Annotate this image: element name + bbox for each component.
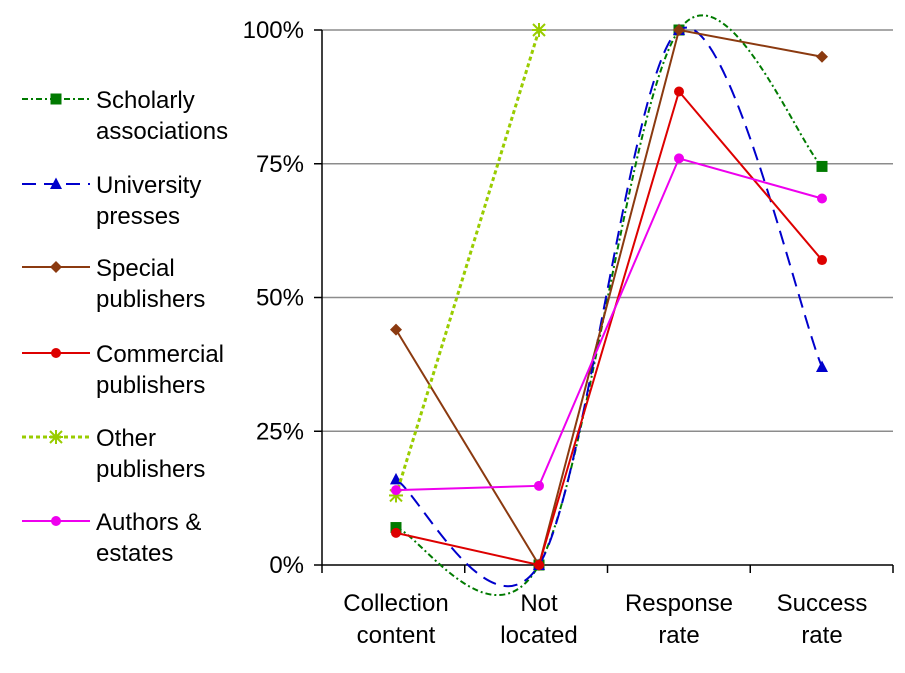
legend-marker xyxy=(51,348,61,358)
y-tick-label: 50% xyxy=(256,285,304,312)
data-point xyxy=(391,485,401,496)
legend-marker xyxy=(50,177,62,189)
legend-marker xyxy=(49,430,63,444)
y-tick-label: 75% xyxy=(256,151,304,178)
data-point xyxy=(816,360,828,373)
series-line xyxy=(395,89,823,567)
series-4 xyxy=(389,23,546,503)
data-point xyxy=(816,50,828,63)
legend-label: Commercial publishers xyxy=(96,341,224,399)
legend-label: Special publishers xyxy=(96,255,205,313)
series-line xyxy=(395,28,823,568)
y-tick-label: 0% xyxy=(269,552,304,579)
x-tick-label: Response rate xyxy=(625,590,733,649)
legend: Scholarly associations University presses Sp… xyxy=(22,87,228,567)
x-tick-label: Not located xyxy=(500,590,577,649)
data-point xyxy=(534,560,544,570)
legend-item-3: Commercial publishers xyxy=(22,341,224,399)
series-line xyxy=(395,26,823,587)
series-0 xyxy=(390,14,828,597)
legend-marker xyxy=(51,516,61,526)
gridlines xyxy=(322,29,893,432)
legend-item-5: Authors & estates xyxy=(22,509,201,567)
legend-label: University presses xyxy=(96,172,201,230)
data-point xyxy=(390,323,402,336)
series-line xyxy=(394,29,541,496)
axes: 0% 25% 50% 75% 100% Collection content Not locat… xyxy=(243,17,894,649)
legend-label: Authors & estates xyxy=(96,509,201,567)
data-point xyxy=(817,255,827,266)
data-point xyxy=(391,527,401,538)
x-tick-label: Success rate xyxy=(777,590,868,649)
legend-item-1: University presses xyxy=(22,172,201,230)
data-point xyxy=(390,522,402,534)
data-point xyxy=(817,193,827,204)
data-point xyxy=(674,153,684,164)
y-tick-label: 100% xyxy=(243,17,304,44)
series-line xyxy=(395,157,823,492)
legend-marker xyxy=(50,93,62,105)
y-tick-label: 25% xyxy=(256,418,304,445)
legend-marker xyxy=(50,261,62,273)
legend-item-4: Other publishers xyxy=(22,425,205,483)
series-line xyxy=(395,14,823,597)
data-point xyxy=(532,23,546,37)
data-point xyxy=(673,24,685,36)
legend-item-0: Scholarly associations xyxy=(22,87,228,145)
legend-label: Other publishers xyxy=(96,425,205,483)
legend-label: Scholarly associations xyxy=(96,87,228,145)
series-3 xyxy=(391,86,827,570)
x-tick-label: Collection content xyxy=(343,590,448,649)
series-lines xyxy=(389,14,828,597)
data-point xyxy=(674,86,684,97)
data-point xyxy=(816,160,828,172)
legend-item-2: Special publishers xyxy=(22,255,205,313)
series-5 xyxy=(391,153,827,496)
data-point xyxy=(534,480,544,491)
